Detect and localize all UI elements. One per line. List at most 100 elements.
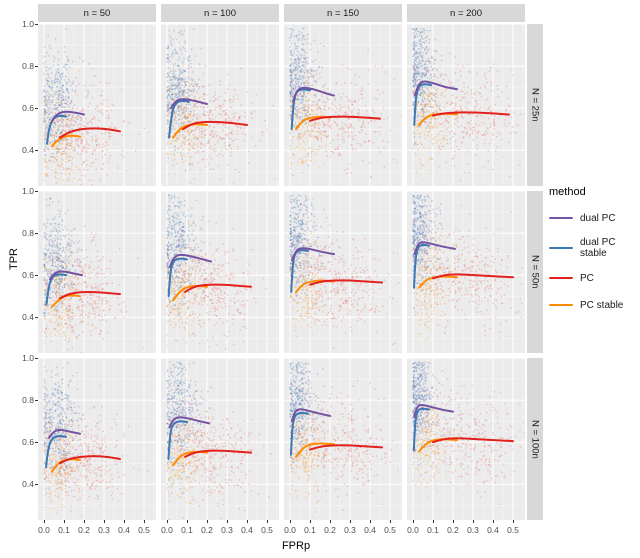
legend-entry: PC xyxy=(549,270,639,286)
y-tick-mark xyxy=(35,400,38,402)
x-tick-label: 0.0 xyxy=(161,525,173,535)
x-tick-label: 0.2 xyxy=(78,525,90,535)
x-tick-label: 0.4 xyxy=(241,525,253,535)
x-tick-mark xyxy=(104,520,105,523)
legend-label: dual PC xyxy=(580,212,616,224)
legend-key-line-icon xyxy=(549,217,573,219)
facet-panel xyxy=(161,24,279,186)
x-tick-mark xyxy=(513,520,514,523)
facet-col-strip: n = 150 xyxy=(284,4,402,22)
legend-key xyxy=(549,270,573,286)
y-tick-label: 1.0 xyxy=(22,186,34,196)
y-tick-mark xyxy=(35,484,38,486)
legend: method dual PC dual PC stable PC PC stable xyxy=(549,186,639,324)
x-tick-mark xyxy=(350,520,351,523)
x-tick-label: 0.5 xyxy=(261,525,273,535)
facet-row-strip: N = 25n xyxy=(527,24,543,186)
x-tick-mark xyxy=(370,520,371,523)
y-tick-mark xyxy=(35,108,38,110)
facet-col-strip: n = 200 xyxy=(407,4,525,22)
x-tick-label: 0.5 xyxy=(138,525,150,535)
x-tick-label: 0.4 xyxy=(118,525,130,535)
y-tick-label: 0.8 xyxy=(22,395,34,406)
y-tick-mark xyxy=(35,24,38,25)
y-tick-label: 0.6 xyxy=(22,270,34,281)
legend-key xyxy=(549,297,573,313)
x-tick-label: 0.0 xyxy=(38,525,50,535)
y-tick-mark xyxy=(35,191,38,192)
x-tick-mark xyxy=(64,520,65,523)
facet-panel xyxy=(284,24,402,186)
legend-entry: dual PC xyxy=(549,210,639,226)
x-tick-mark xyxy=(473,520,474,523)
legend-title: method xyxy=(549,186,586,198)
x-tick-mark xyxy=(207,520,208,523)
x-tick-mark xyxy=(453,520,454,523)
facet-panel xyxy=(161,191,279,353)
x-tick-label: 0.1 xyxy=(427,525,439,535)
legend-entry: dual PC stable xyxy=(549,237,639,259)
legend-label: PC stable xyxy=(580,299,624,311)
facet-panel xyxy=(407,191,525,353)
facet-panel xyxy=(407,24,525,186)
x-tick-label: 0.1 xyxy=(58,525,70,535)
y-tick-mark xyxy=(35,358,38,359)
legend-key-line-icon xyxy=(549,247,573,249)
x-tick-mark xyxy=(310,520,311,523)
y-tick-mark xyxy=(35,233,38,235)
legend-label: PC xyxy=(580,272,594,284)
y-tick-label: 0.4 xyxy=(22,145,34,156)
y-tick-label: 0.4 xyxy=(22,479,34,490)
facet-row-strip: N = 50n xyxy=(527,191,543,353)
y-tick-label: 0.6 xyxy=(22,437,34,448)
x-tick-mark xyxy=(187,520,188,523)
x-tick-mark xyxy=(124,520,125,523)
x-tick-label: 0.4 xyxy=(364,525,376,535)
facet-panel xyxy=(38,24,156,186)
legend-key xyxy=(549,240,573,256)
x-tick-label: 0.2 xyxy=(201,525,213,535)
x-tick-mark xyxy=(247,520,248,523)
facet-panel xyxy=(38,191,156,353)
y-tick-label: 0.8 xyxy=(22,61,34,72)
facet-row-strip: N = 100n xyxy=(527,358,543,520)
x-tick-mark xyxy=(84,520,85,523)
x-tick-mark xyxy=(390,520,391,523)
x-tick-label: 0.4 xyxy=(487,525,499,535)
y-tick-label: 0.4 xyxy=(22,312,34,323)
x-tick-label: 0.0 xyxy=(284,525,296,535)
y-tick-label: 1.0 xyxy=(22,19,34,29)
facet-panel xyxy=(284,358,402,520)
facet-col-strip: n = 100 xyxy=(161,4,279,22)
x-tick-mark xyxy=(167,520,168,523)
legend-key-line-icon xyxy=(549,304,573,306)
x-tick-label: 0.3 xyxy=(344,525,356,535)
x-tick-mark xyxy=(413,520,414,523)
y-axis-title: TPR xyxy=(8,248,20,270)
legend-entry: PC stable xyxy=(549,297,639,313)
x-tick-mark xyxy=(493,520,494,523)
x-tick-label: 0.1 xyxy=(181,525,193,535)
legend-key xyxy=(549,210,573,226)
legend-key-line-icon xyxy=(549,277,573,279)
facet-panel xyxy=(407,358,525,520)
x-tick-mark xyxy=(227,520,228,523)
x-tick-mark xyxy=(290,520,291,523)
x-tick-mark xyxy=(44,520,45,523)
x-tick-label: 0.3 xyxy=(98,525,110,535)
legend-entries: dual PC dual PC stable PC PC stable xyxy=(549,210,639,313)
facet-panel xyxy=(284,191,402,353)
facet-col-strip: n = 50 xyxy=(38,4,156,22)
x-tick-mark xyxy=(433,520,434,523)
y-tick-mark xyxy=(35,150,38,152)
x-axis-title: FPRp xyxy=(281,540,311,552)
y-tick-label: 0.8 xyxy=(22,228,34,239)
y-tick-mark xyxy=(35,275,38,277)
x-tick-label: 0.3 xyxy=(467,525,479,535)
y-tick-label: 1.0 xyxy=(22,353,34,363)
x-tick-mark xyxy=(330,520,331,523)
legend-label: dual PC stable xyxy=(580,237,616,259)
x-tick-mark xyxy=(144,520,145,523)
x-tick-label: 0.5 xyxy=(384,525,396,535)
